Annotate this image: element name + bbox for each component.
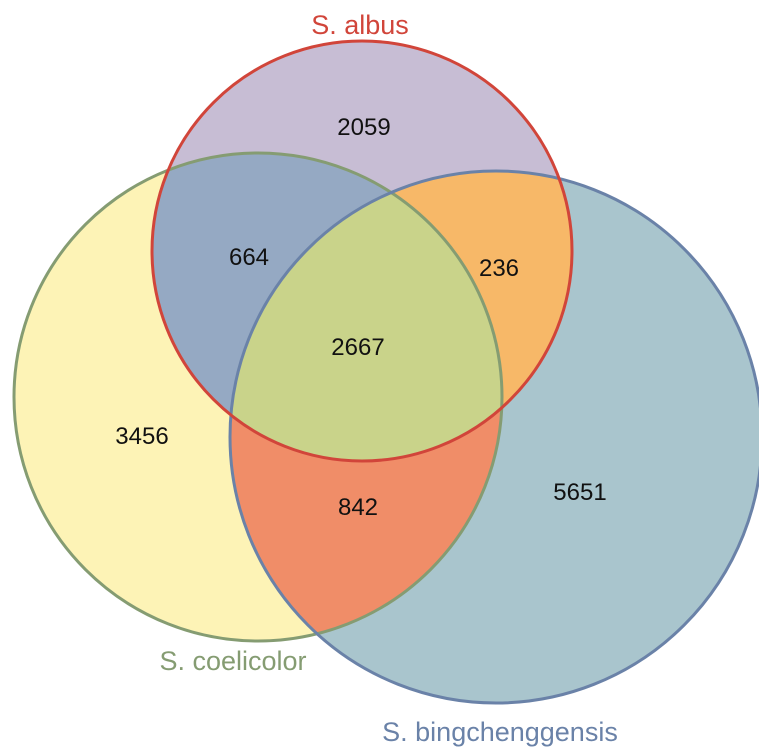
bingchenggensis-circle-outline: [228, 169, 759, 705]
bingchenggensis-label: S. bingchenggensis: [382, 717, 618, 747]
albus-circle-outline: [150, 39, 574, 463]
albus-bingchenggensis-count: 236: [479, 255, 519, 282]
all-three-overlap: [230, 171, 502, 461]
albus-label: S. albus: [311, 10, 409, 40]
albus-only-count: 2059: [337, 114, 390, 141]
coelicolor-only-count: 3456: [115, 423, 168, 450]
coelicolor-label: S. coelicolor: [159, 646, 306, 676]
all-three-count: 2667: [331, 334, 384, 361]
albus-coelicolor-count: 664: [229, 244, 269, 271]
coelicolor-bingchenggensis-count: 842: [338, 494, 378, 521]
bingchenggensis-only-count: 5651: [553, 479, 606, 506]
coelicolor-circle-outline: [12, 151, 504, 643]
